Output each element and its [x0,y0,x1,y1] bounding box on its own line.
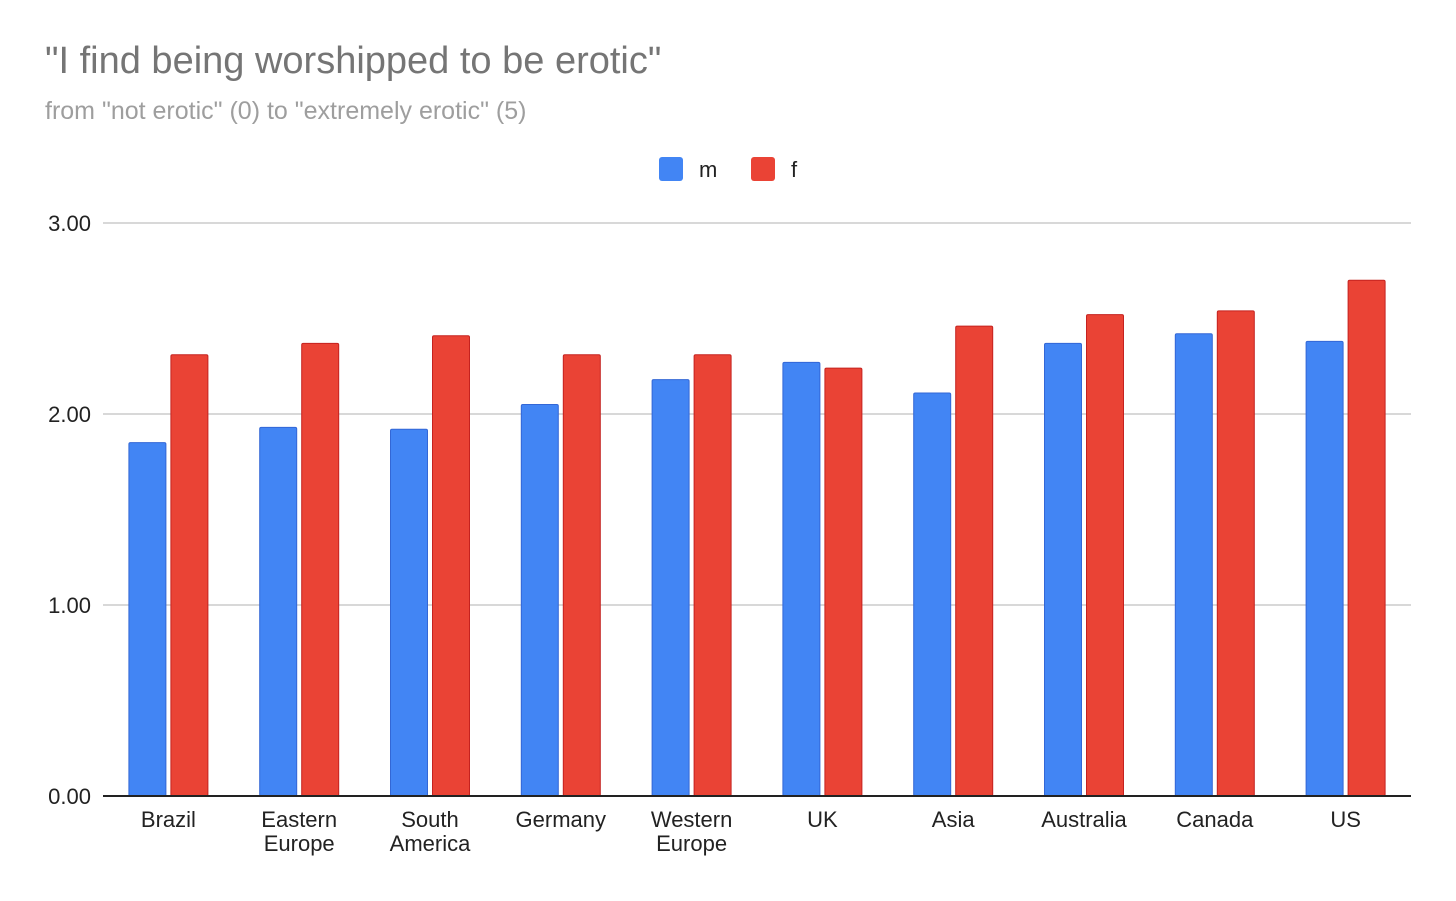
y-tick-label: 2.00 [48,402,91,427]
bar-m [520,403,559,797]
bar-f [955,325,994,797]
bar-f [824,367,863,797]
chart-title: "I find being worshipped to be erotic" [45,40,662,82]
bar-m [128,442,167,797]
x-tick-label: Australia [1041,807,1127,832]
x-tick-label: Canada [1176,807,1254,832]
x-tick-label: Europe [656,831,727,856]
x-tick-label: Western [651,807,733,832]
bar-m [390,428,428,797]
x-tick-label: UK [807,807,838,832]
legend-label-f: f [791,157,798,182]
bar-f [1216,310,1255,797]
x-tick-label: Brazil [141,807,196,832]
x-tick-label: Asia [932,807,976,832]
y-tick-label: 1.00 [48,593,91,618]
bar-m [782,361,821,797]
bar-m [1305,340,1344,797]
bar-f [170,354,209,797]
x-tick-label: Germany [516,807,606,832]
bar-m [913,392,952,797]
bar-f [1347,279,1386,797]
bar-m [1044,342,1082,797]
bar-f [301,342,340,797]
bar-f [693,354,732,797]
x-tick-label: South [401,807,459,832]
bar-m [651,379,690,797]
x-tick-label: Europe [264,831,335,856]
legend-swatch-m [659,157,683,181]
x-tick-label: America [390,831,471,856]
x-tick-label: US [1330,807,1361,832]
x-tick-label: Eastern [261,807,337,832]
bar-m [259,426,298,797]
chart-subtitle: from "not erotic" (0) to "extremely erot… [45,97,527,125]
legend-label-m: m [699,157,717,182]
y-tick-label: 0.00 [48,784,91,809]
bar-m [1174,333,1213,797]
bar-f [562,354,601,797]
legend-swatch-f [751,157,775,181]
bar-f [1086,314,1124,797]
y-tick-label: 3.00 [48,211,91,236]
bar-f [432,335,470,797]
